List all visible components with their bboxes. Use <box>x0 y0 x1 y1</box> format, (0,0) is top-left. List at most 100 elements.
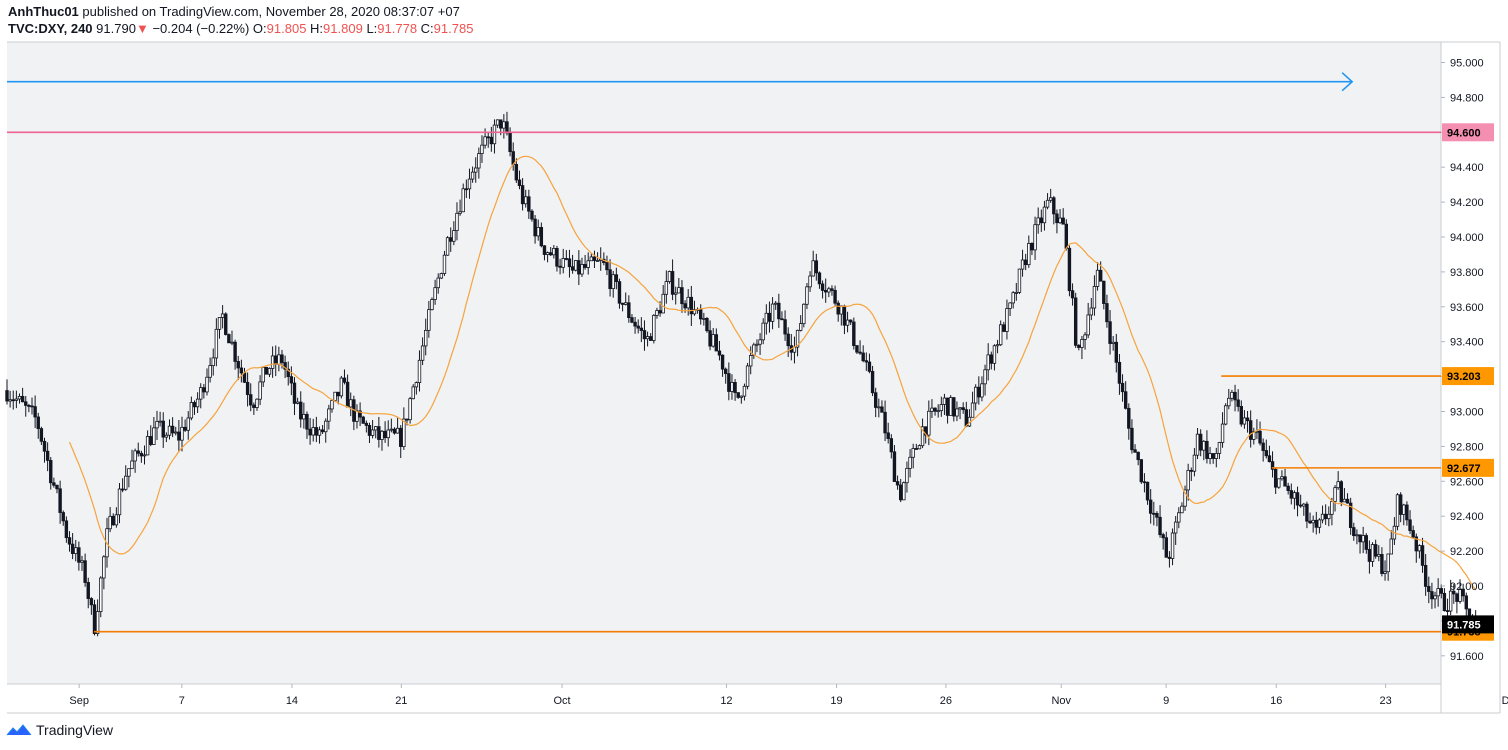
time-axis[interactable]: Sep 7 14 21 Oct 12 19 26 Nov 9 16 23 Dec <box>69 684 1508 707</box>
candle <box>1177 507 1181 529</box>
candle <box>761 318 765 345</box>
candle <box>358 402 362 427</box>
candle <box>717 340 722 361</box>
candles <box>5 111 1478 637</box>
candle <box>174 426 178 436</box>
candle <box>1145 481 1150 505</box>
candle <box>1242 410 1247 429</box>
y-tick-label: 92.000 <box>1450 581 1484 593</box>
candle <box>527 189 531 219</box>
candle <box>267 367 272 378</box>
candle <box>170 417 175 438</box>
candle <box>214 318 219 367</box>
candle <box>1267 445 1272 463</box>
candle <box>64 516 69 543</box>
publish-text: published on TradingView.com, November 2… <box>82 4 460 19</box>
candle <box>814 253 819 281</box>
candle <box>8 390 12 408</box>
candle <box>145 430 150 456</box>
candle <box>1248 410 1253 448</box>
x-tick-label: 21 <box>395 695 407 707</box>
candle <box>995 339 1000 354</box>
candle <box>102 555 106 590</box>
candle <box>11 390 15 410</box>
candle <box>577 250 581 286</box>
horizontal-levels <box>7 131 1441 633</box>
candle <box>714 328 719 352</box>
author-name[interactable]: AnhThuc01 <box>8 4 79 19</box>
candle <box>958 407 962 420</box>
candle <box>295 397 300 405</box>
candle <box>867 353 872 374</box>
candle <box>614 267 619 290</box>
candle <box>1420 537 1425 573</box>
candle <box>1152 501 1156 526</box>
candle <box>1136 451 1140 466</box>
candle <box>139 450 144 463</box>
price-tag-resistance: 94.600 <box>1442 123 1494 142</box>
candle <box>889 434 894 459</box>
candle <box>1048 188 1053 203</box>
candle <box>811 250 815 277</box>
candle <box>1436 578 1440 607</box>
trend-arrow[interactable] <box>7 72 1354 92</box>
candle <box>970 391 975 418</box>
candle <box>652 314 656 344</box>
candle <box>324 418 328 443</box>
candle <box>733 379 737 401</box>
candle <box>339 375 344 399</box>
x-tick-label: 12 <box>720 695 732 707</box>
candle <box>1089 298 1094 321</box>
candle <box>39 426 44 445</box>
candle <box>1173 516 1178 545</box>
y-tick-label: 94.000 <box>1450 232 1484 244</box>
candle <box>55 484 59 494</box>
candle <box>567 249 572 278</box>
x-tick-label: Sep <box>69 695 89 707</box>
candle <box>1433 591 1437 609</box>
candle <box>605 255 609 276</box>
candle <box>905 461 909 493</box>
candle <box>452 221 456 246</box>
candle <box>536 219 540 241</box>
candle <box>877 398 881 418</box>
candle <box>795 329 800 357</box>
arrow-head-icon <box>1341 72 1354 92</box>
candle <box>520 178 525 211</box>
candle <box>308 417 312 445</box>
candle <box>895 475 900 490</box>
candle <box>361 415 365 424</box>
candle <box>1336 471 1340 490</box>
candle <box>114 507 119 528</box>
candle <box>1270 451 1275 478</box>
candle <box>249 383 253 412</box>
candle <box>1217 441 1222 460</box>
candle <box>302 402 306 429</box>
candle <box>827 286 831 298</box>
x-tick-label: 9 <box>1163 695 1169 707</box>
candle <box>1320 505 1325 524</box>
candle <box>1370 542 1375 567</box>
candle <box>674 286 678 305</box>
candle <box>992 344 997 371</box>
candle <box>998 320 1003 347</box>
candle <box>739 395 744 404</box>
open-label: O: <box>252 21 267 36</box>
candle <box>624 292 628 306</box>
price-axis[interactable]: 95.000 94.800 94.600 94.400 94.200 94.000 93.8… <box>1441 58 1484 663</box>
x-tick-label: 7 <box>179 695 185 707</box>
candle <box>1383 560 1387 581</box>
candle <box>1342 487 1347 503</box>
footer-brand[interactable]: TradingView <box>6 722 113 738</box>
candle <box>1261 438 1265 462</box>
candle <box>327 404 331 430</box>
candle <box>1055 209 1059 234</box>
candle <box>117 483 122 524</box>
candle <box>1027 235 1031 268</box>
candle <box>595 252 600 262</box>
candle <box>898 478 903 503</box>
candle <box>392 427 397 435</box>
candle <box>552 245 556 259</box>
candle <box>1111 336 1115 351</box>
